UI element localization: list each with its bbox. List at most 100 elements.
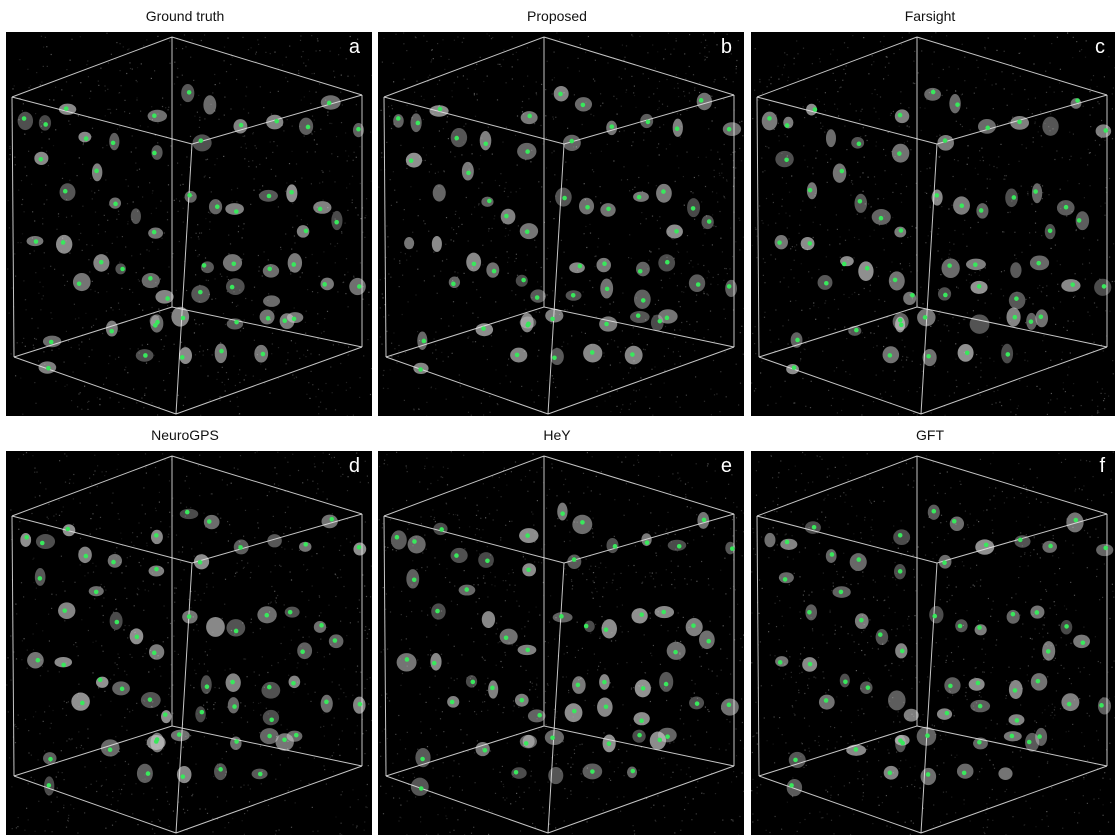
noise-speck: [762, 258, 764, 260]
noise-speck: [488, 230, 490, 232]
noise-speck: [393, 258, 395, 260]
noise-speck: [629, 724, 632, 726]
noise-speck: [991, 84, 993, 86]
noise-speck: [60, 750, 62, 752]
noise-speck: [33, 250, 35, 252]
noise-speck: [385, 549, 387, 552]
noise-speck: [1050, 359, 1052, 361]
noise-speck: [238, 545, 240, 547]
noise-speck: [156, 714, 158, 716]
noise-speck: [642, 581, 644, 583]
noise-speck: [710, 497, 712, 499]
noise-speck: [280, 246, 282, 248]
noise-speck: [449, 786, 451, 789]
noise-speck: [1080, 405, 1082, 407]
noise-speck: [920, 170, 922, 172]
noise-speck: [96, 397, 98, 399]
noise-speck: [325, 783, 327, 785]
noise-speck: [592, 580, 594, 582]
noise-speck: [685, 496, 687, 498]
noise-speck: [302, 50, 304, 53]
noise-speck: [331, 681, 333, 683]
noise-speck: [307, 568, 309, 571]
noise-speck: [666, 699, 668, 702]
noise-speck: [106, 252, 108, 254]
noise-speck: [836, 228, 838, 230]
noise-speck: [795, 300, 797, 302]
noise-speck: [789, 215, 791, 217]
noise-speck: [658, 154, 660, 156]
noise-speck: [420, 523, 422, 525]
noise-speck: [438, 130, 440, 132]
noise-speck: [55, 776, 57, 778]
noise-speck: [360, 671, 362, 673]
noise-speck: [154, 832, 156, 835]
noise-speck: [720, 237, 722, 239]
noise-speck: [180, 341, 183, 343]
noise-speck: [200, 232, 203, 234]
noise-speck: [54, 268, 56, 270]
noise-speck: [600, 47, 602, 49]
noise-speck: [646, 797, 648, 799]
noise-speck: [163, 345, 165, 347]
noise-speck: [551, 79, 553, 81]
noise-speck: [690, 579, 692, 581]
noise-speck: [570, 790, 572, 792]
noise-speck: [1035, 118, 1037, 120]
noise-speck: [522, 716, 525, 718]
noise-speck: [644, 349, 646, 351]
noise-speck: [732, 151, 734, 153]
noise-speck: [7, 657, 9, 659]
noise-speck: [387, 648, 389, 650]
noise-speck: [790, 269, 792, 271]
noise-speck: [181, 796, 183, 798]
noise-speck: [529, 755, 531, 757]
noise-speck: [349, 183, 351, 185]
noise-speck: [506, 742, 508, 744]
noise-speck: [458, 763, 460, 765]
noise-speck: [812, 236, 814, 239]
noise-speck: [233, 291, 235, 293]
noise-speck: [198, 126, 200, 128]
noise-speck: [1041, 185, 1044, 187]
cell-blob: [725, 279, 738, 298]
noise-speck: [1074, 273, 1076, 275]
noise-speck: [410, 186, 412, 188]
noise-speck: [226, 484, 228, 486]
noise-speck: [567, 763, 569, 765]
noise-speck: [422, 552, 424, 554]
noise-speck: [448, 687, 450, 689]
noise-speck: [370, 131, 372, 133]
noise-speck: [486, 496, 488, 499]
noise-speck: [653, 93, 655, 95]
noise-speck: [1082, 263, 1084, 265]
noise-speck: [219, 764, 221, 766]
noise-speck: [446, 777, 448, 779]
noise-speck: [919, 387, 921, 389]
noise-speck: [787, 162, 790, 164]
cell-blob: [171, 306, 190, 327]
detection-marker: [94, 168, 99, 174]
noise-speck: [656, 147, 658, 149]
noise-speck: [91, 244, 93, 246]
noise-speck: [1024, 359, 1026, 361]
noise-speck: [199, 454, 201, 456]
noise-speck: [150, 212, 152, 215]
detection-marker: [83, 136, 89, 141]
noise-speck: [507, 272, 509, 274]
noise-speck: [159, 312, 161, 314]
noise-speck: [130, 541, 133, 543]
noise-speck: [708, 710, 710, 713]
noise-speck: [643, 139, 645, 141]
noise-speck: [320, 332, 323, 334]
noise-speck: [474, 711, 476, 713]
noise-speck: [334, 218, 336, 220]
noise-speck: [592, 751, 594, 753]
noise-speck: [380, 706, 382, 708]
noise-speck: [34, 467, 36, 469]
noise-speck: [1100, 344, 1102, 346]
noise-speck: [577, 649, 579, 651]
noise-speck: [933, 365, 936, 367]
noise-speck: [478, 597, 480, 600]
noise-speck: [765, 145, 767, 147]
